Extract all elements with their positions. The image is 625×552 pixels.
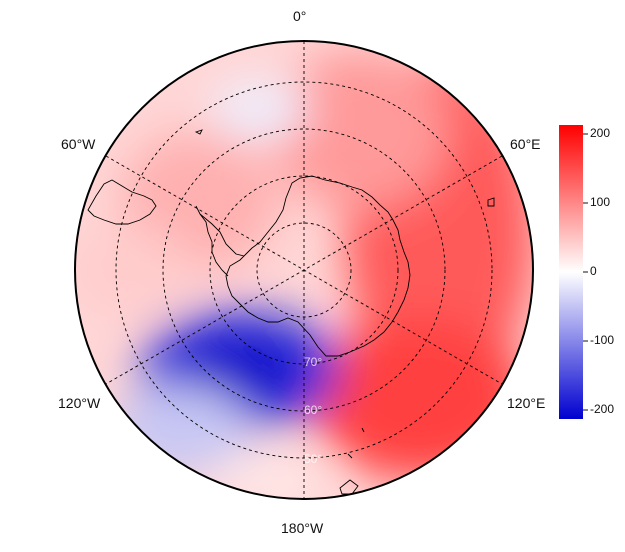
latitude-circle-70 bbox=[209, 175, 399, 365]
south-georgia bbox=[194, 129, 203, 135]
colorbar-tick-minus-100: -100 bbox=[590, 333, 615, 347]
latitude-label-60: 60° bbox=[304, 403, 323, 417]
latitude-label-70: 70° bbox=[304, 355, 323, 369]
meridian-60e-120w bbox=[105, 155, 503, 385]
kerguelen bbox=[487, 197, 495, 207]
coastlines bbox=[87, 129, 495, 495]
latitude-circle-60 bbox=[162, 128, 446, 412]
longitude-label-60e: 60°E bbox=[510, 136, 541, 152]
macquarie-island bbox=[361, 427, 365, 433]
antarctic-peninsula bbox=[195, 205, 245, 277]
colorbar-tick-100: 100 bbox=[590, 195, 611, 209]
anomaly-field bbox=[75, 41, 533, 499]
antarctica-coastline bbox=[225, 175, 411, 357]
latitude-label-50: 50° bbox=[304, 452, 323, 466]
colorbar-tick-0: 0 bbox=[590, 264, 597, 278]
graticule bbox=[105, 41, 503, 499]
colorbar bbox=[559, 125, 583, 419]
longitude-label-60w: 60°W bbox=[61, 136, 96, 152]
longitude-label-180w: 180°W bbox=[281, 520, 324, 536]
map-border bbox=[74, 40, 534, 500]
colorbar-tick-200: 200 bbox=[590, 126, 611, 140]
longitude-label-120w: 120°W bbox=[58, 395, 101, 411]
colorbar-tick-minus-200: -200 bbox=[590, 402, 615, 416]
longitude-label-0: 0° bbox=[293, 8, 307, 24]
balleny-islands bbox=[347, 453, 353, 459]
longitude-label-120e: 120°E bbox=[507, 395, 546, 411]
colorbar-ticks bbox=[583, 133, 588, 411]
new-zealand-fragment bbox=[339, 479, 359, 495]
south-america-coastline bbox=[87, 179, 157, 225]
